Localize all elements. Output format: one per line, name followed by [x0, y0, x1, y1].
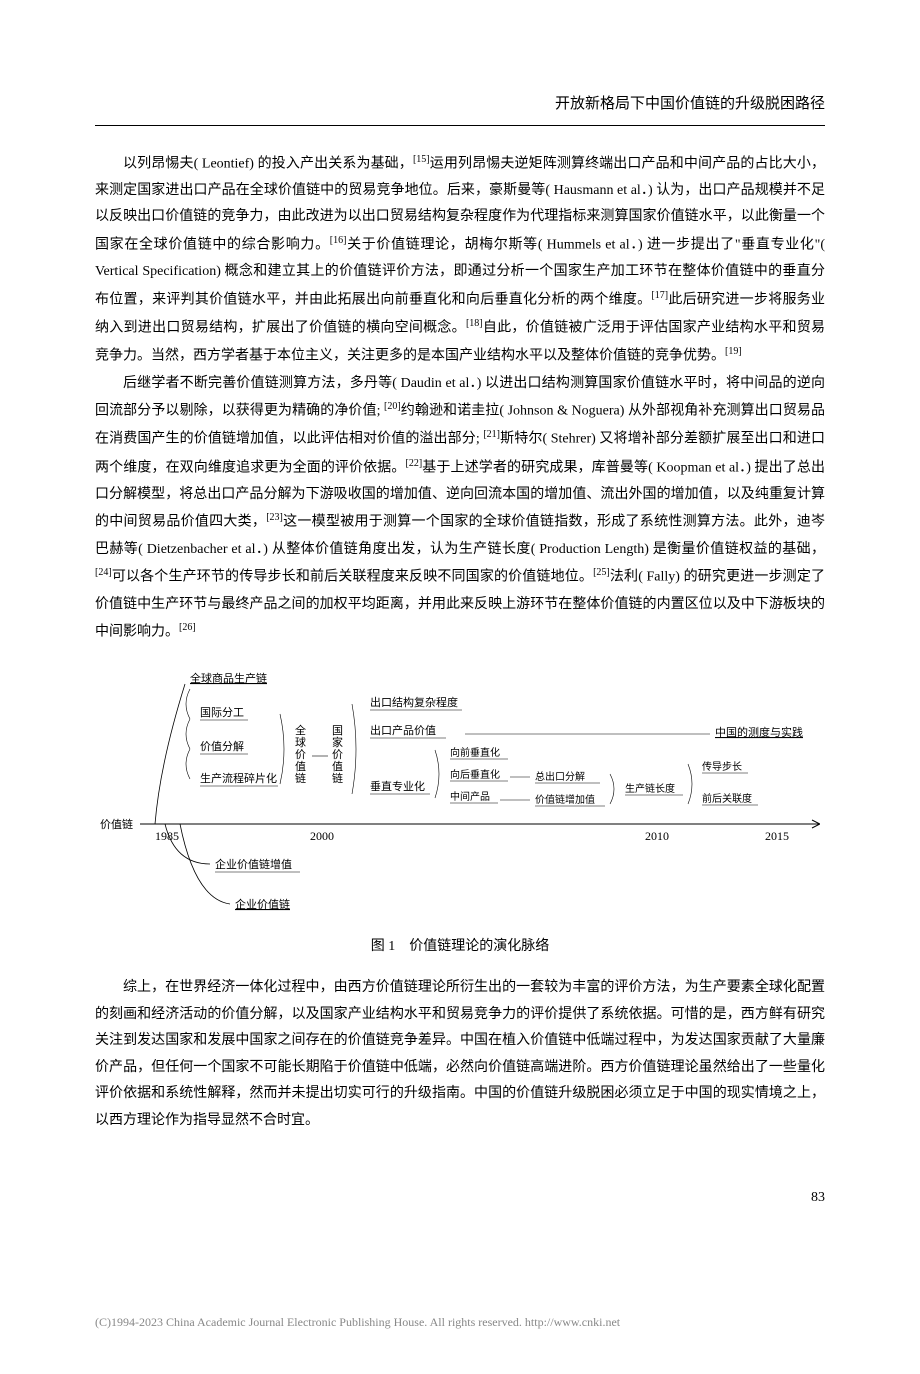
- paragraph-3: 综上，在世界经济一体化过程中，由西方价值链理论所衍生出的一套较为丰富的评价方法，…: [95, 975, 825, 1135]
- year-2015: 2015: [765, 829, 789, 843]
- node-step-length: 传导步长: [702, 761, 742, 773]
- cite-26: [26]: [179, 622, 196, 633]
- node-production-length: 生产链长度: [625, 782, 675, 795]
- node-linkage: 前后关联度: [702, 792, 752, 805]
- node-export-complexity: 出口结构复杂程度: [370, 695, 458, 709]
- footer-copyright: (C)1994-2023 China Academic Journal Elec…: [95, 1311, 825, 1334]
- node-total-export-decomp: 总出口分解: [535, 770, 585, 783]
- paragraph-1: 以列昂惕夫( Leontief) 的投入产出关系为基础，[15]运用列昂惕夫逆矩…: [95, 150, 825, 371]
- node-nvc: 国家价值链: [332, 724, 343, 785]
- figure-1-diagram: 价值链 1985 2000 2010 2015 全球商品生产链 国际分工 价值分…: [95, 664, 825, 924]
- cite-22: [22]: [406, 458, 423, 469]
- cite-16: [16]: [330, 235, 347, 246]
- cite-21: [21]: [483, 429, 500, 440]
- p1-a: 以列昂惕夫( Leontief) 的投入产出关系为基础，: [123, 156, 413, 171]
- node-firm-vc: 企业价值链: [235, 897, 290, 911]
- node-china-practice: 中国的测度与实践: [715, 725, 803, 739]
- node-vertical-spec: 垂直专业化: [370, 779, 425, 793]
- cite-15: [15]: [413, 154, 430, 165]
- value-chain-evolution-svg: 价值链 1985 2000 2010 2015 全球商品生产链 国际分工 价值分…: [100, 664, 820, 924]
- p2-f: 可以各个生产环节的传导步长和前后关联程度来反映不同国家的价值链地位。: [112, 570, 593, 585]
- node-global-commodity-chain: 全球商品生产链: [190, 671, 267, 685]
- node-backward-vert: 向后垂直化: [450, 768, 500, 781]
- cite-19: [19]: [725, 346, 742, 357]
- cite-23: [23]: [266, 512, 283, 523]
- cite-17: [17]: [651, 290, 668, 301]
- node-value-decomp: 价值分解: [200, 739, 244, 753]
- cite-25: [25]: [593, 567, 610, 578]
- node-firm-vc-added: 企业价值链增值: [215, 857, 292, 871]
- cite-20: [20]: [384, 401, 401, 412]
- node-vc-value-added: 价值链增加值: [535, 793, 595, 806]
- cite-18: [18]: [466, 318, 483, 329]
- figure-1-caption: 图 1 价值链理论的演化脉络: [95, 934, 825, 961]
- paragraph-2: 后继学者不断完善价值链测算方法，多丹等( Daudin et al．) 以进出口…: [95, 371, 825, 647]
- running-header: 开放新格局下中国价值链的升级脱困路径: [95, 90, 825, 126]
- node-intl-division: 国际分工: [200, 706, 244, 719]
- page-number: 83: [95, 1185, 825, 1212]
- node-intermediate: 中间产品: [450, 790, 490, 803]
- year-2000: 2000: [310, 829, 334, 843]
- year-2010: 2010: [645, 829, 669, 843]
- node-gvc: 全球价值链: [295, 723, 306, 785]
- node-root: 价值链: [100, 817, 133, 831]
- node-forward-vert: 向前垂直化: [450, 746, 500, 759]
- cite-24: [24]: [95, 567, 112, 578]
- node-export-value: 出口产品价值: [370, 723, 436, 737]
- node-fragmentation: 生产流程碎片化: [200, 771, 277, 785]
